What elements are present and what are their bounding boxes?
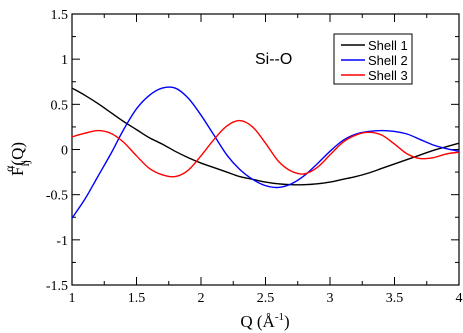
y-tick-label: -1.5 (46, 279, 68, 294)
y-tick-label: 1 (61, 53, 68, 68)
x-tick-label: 1 (69, 291, 76, 306)
y-tick-label: -1 (56, 234, 68, 249)
axis-ticks (71, 13, 460, 286)
legend-label-shell-1: Shell 1 (368, 38, 408, 53)
series-line-shell-2 (71, 86, 460, 219)
y-tick-label: 1.5 (51, 8, 69, 23)
y-axis-title: Fijα(Q) (2, 142, 32, 176)
x-tick-label: 2.5 (257, 291, 275, 306)
x-tick-label: 2 (198, 291, 205, 306)
y-tick-label: 0.5 (51, 98, 69, 113)
legend-label-shell-3: Shell 3 (368, 68, 408, 83)
x-axis-title-unit: Å (263, 312, 276, 331)
x-tick-label: 3.5 (386, 291, 404, 306)
series-lines (71, 86, 460, 219)
y-tick-label: -0.5 (46, 189, 68, 204)
x-tick-label: 4 (456, 291, 463, 306)
annotation-label: Si--O (255, 51, 292, 68)
y-axis-title-sub: ij (18, 160, 32, 167)
legend-label-shell-2: Shell 2 (368, 53, 408, 68)
y-axis-title-main: F (8, 167, 27, 176)
y-tick-label: 0 (61, 144, 68, 159)
y-axis-title-sup: α (2, 165, 16, 172)
x-axis-title-close: ) (284, 312, 290, 331)
x-axis-title-main: Q ( (240, 312, 263, 331)
y-axis-title-rest: (Q) (8, 142, 27, 166)
tick-labels: 1 1.5 2 2.5 3 3.5 4 -1.5 -1 -0.5 0 0.5 1 1.5 (46, 8, 463, 306)
x-tick-label: 3 (327, 291, 334, 306)
legend: Shell 1 Shell 2 Shell 3 (333, 33, 413, 85)
x-axis-title-exp: -1 (275, 311, 284, 323)
x-axis-title: Q (Å-1) (240, 311, 289, 331)
x-tick-label: 1.5 (128, 291, 146, 306)
series-line-shell-3 (71, 119, 460, 178)
series-line-shell-1 (71, 87, 460, 186)
